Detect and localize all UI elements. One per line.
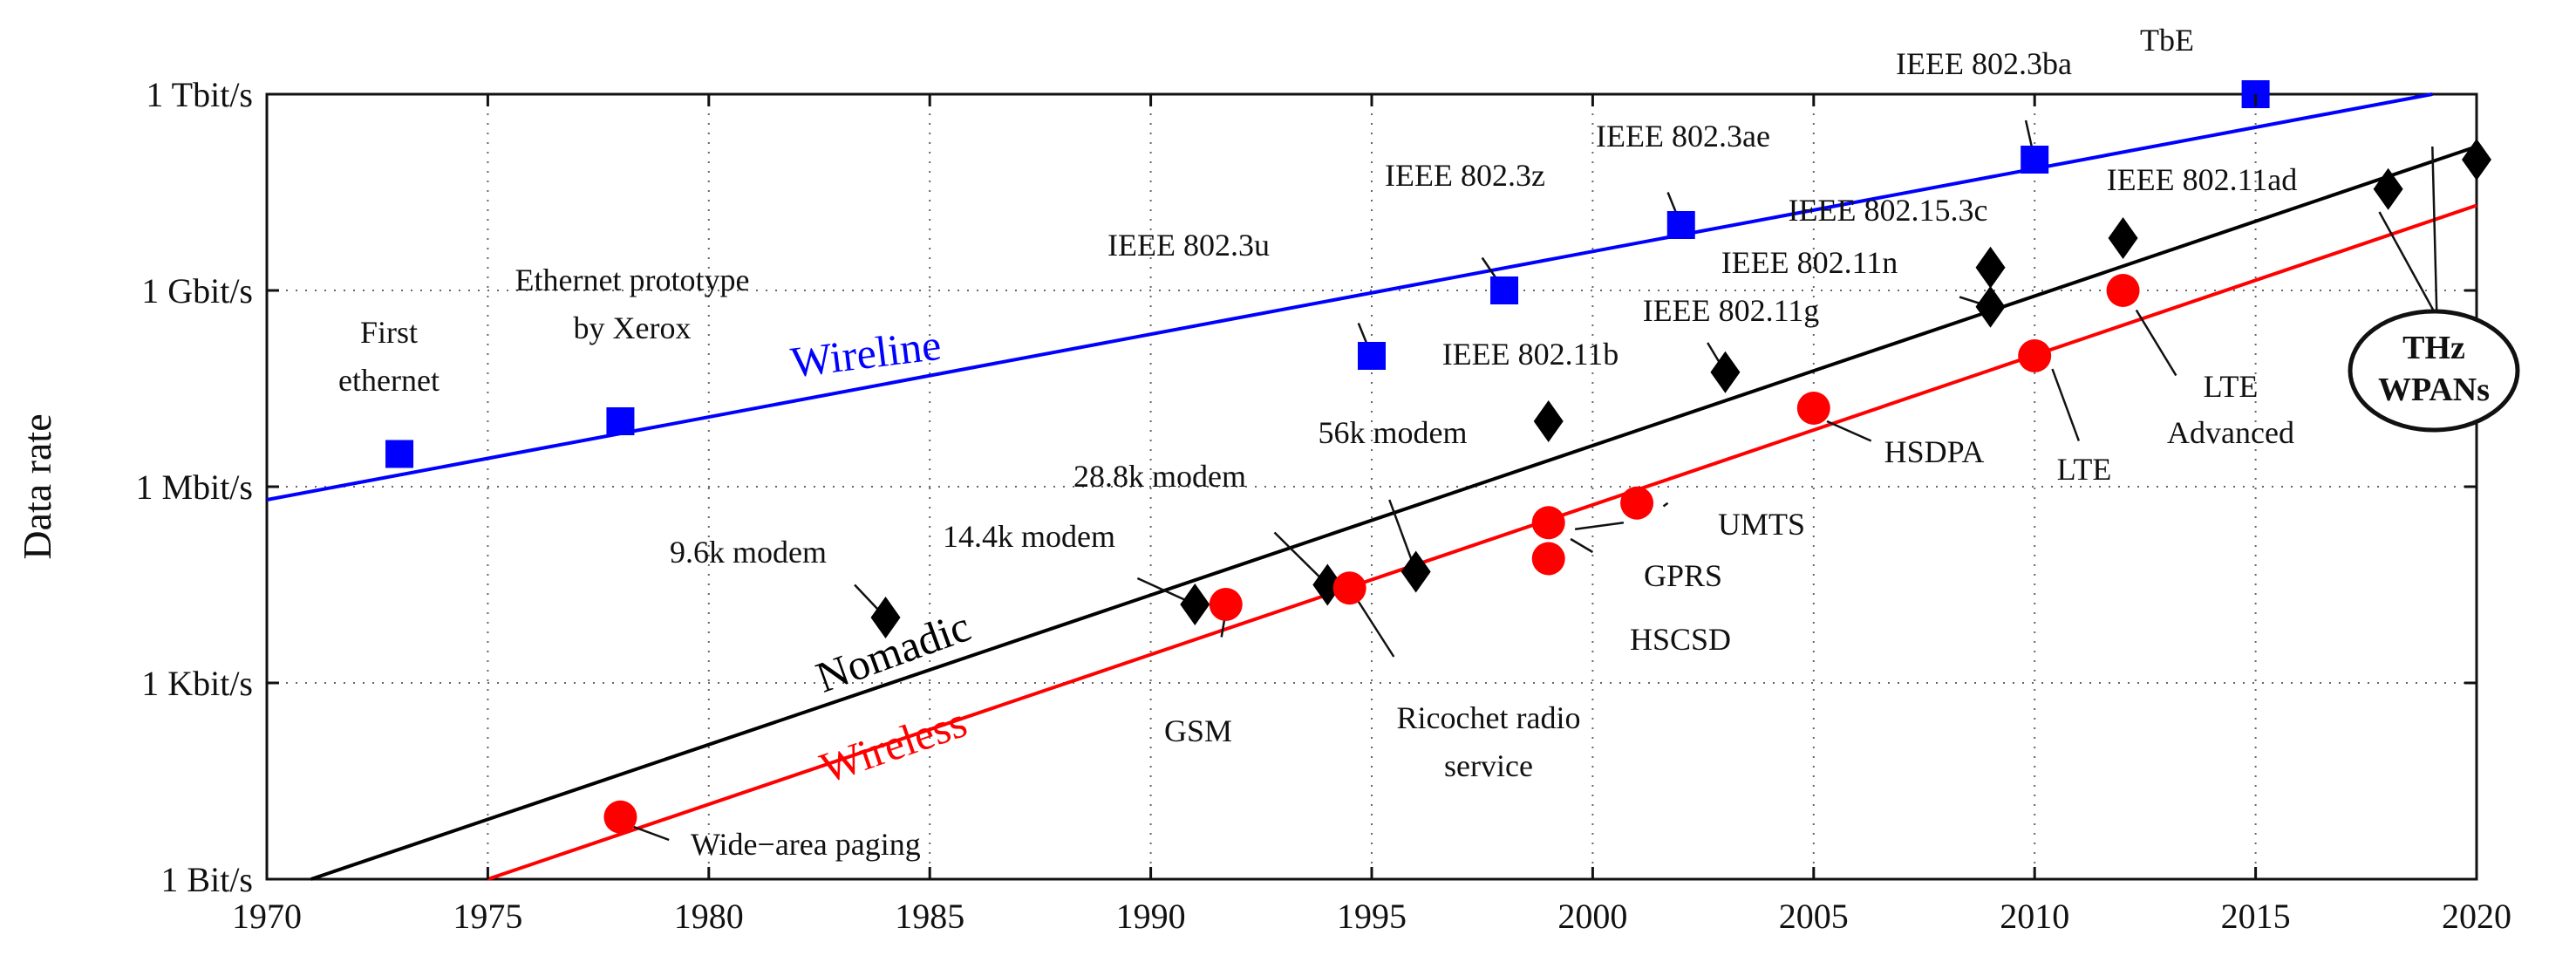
leader-line (2051, 368, 2081, 441)
leader-line (1353, 594, 1395, 658)
x-tick-label: 2020 (2442, 897, 2511, 936)
leader-line (2378, 211, 2438, 317)
annotation-first-ethernet-line2: ethernet (338, 363, 440, 398)
wireless-marker (1620, 486, 1654, 520)
leader-line (1662, 502, 1669, 508)
y-tick-label: 1 Bit/s (160, 860, 253, 899)
y-tick-label: 1 Tbit/s (146, 75, 253, 114)
annotation-ieee-802-3ba: IEEE 802.3ba (1896, 46, 2072, 81)
x-tick-label: 2005 (1779, 897, 1849, 936)
leader-line (2135, 309, 2177, 377)
annotation-9-6k-modem: 9.6k modem (670, 535, 827, 570)
wireline-marker (1358, 342, 1386, 370)
wireline-marker (606, 407, 635, 435)
x-tick-label: 2000 (1557, 897, 1627, 936)
wireless-marker (2106, 274, 2140, 307)
annotation-gsm: GSM (1164, 713, 1232, 748)
annotation-hscsd: HSCSD (1630, 622, 1731, 657)
y-tick-label: 1 Gbit/s (141, 271, 253, 310)
wireline-marker (385, 440, 414, 468)
annotation-thz-line2: WPANs (2378, 372, 2490, 408)
nomadic-marker (1400, 550, 1431, 593)
nomadic-marker (2108, 217, 2138, 259)
x-tick-label: 1985 (895, 897, 964, 936)
wireless-line-label: Wireless (814, 697, 973, 792)
annotation-14-4k-modem: 14.4k modem (943, 519, 1115, 554)
leader-line (633, 825, 670, 842)
nomadic-marker (2373, 167, 2403, 210)
wireless-marker (1531, 542, 1565, 576)
annotation-ethernet-prototype-line1: Ethernet prototype (515, 263, 750, 297)
y-tick-label: 1 Mbit/s (136, 467, 253, 507)
annotation-tbe: TbE (2140, 23, 2194, 58)
leader-line (1273, 531, 1329, 586)
annotation-first-ethernet-line1: First (360, 315, 418, 350)
leader-line (1826, 420, 1872, 442)
x-tick-label: 1980 (674, 897, 744, 936)
y-axis-label: Data rate (15, 413, 59, 559)
x-tick-label: 2010 (2000, 897, 2069, 936)
nomadic-marker (1975, 246, 2006, 289)
wireless-marker (1796, 392, 1830, 425)
annotation-28-8k-modem: 28.8k modem (1073, 459, 1246, 494)
annotation-thz-line1: THz (2402, 330, 2465, 366)
annotation-ieee-802-11n: IEEE 802.11n (1721, 245, 1898, 280)
annotation-lte: LTE (2057, 452, 2112, 487)
x-tick-label: 1990 (1116, 897, 1186, 936)
nomadic-marker (870, 597, 901, 638)
grid-lines (267, 94, 2477, 879)
annotation-ricochet-line2: service (1444, 748, 1533, 783)
nomadic-marker (1710, 351, 1741, 393)
annotation-wide-area-paging: Wide−area paging (691, 827, 921, 862)
axis-ticks: 1970 1975 1980 1985 1990 1995 2000 2005 2010 2015… (136, 75, 2511, 936)
wireless-marker (603, 800, 637, 834)
annotation-ieee-802-15-3c: IEEE 802.15.3c (1789, 193, 1988, 228)
annotation-umts: UMTS (1718, 507, 1805, 542)
annotation-ethernet-prototype-line2: by Xerox (574, 310, 692, 345)
annotation-gprs: GPRS (1644, 558, 1722, 593)
wireless-trend-line (487, 203, 2477, 881)
x-tick-label: 1995 (1337, 897, 1407, 936)
leader-line (1574, 522, 1625, 530)
thz-wpans-callout-ellipse (2348, 309, 2520, 433)
wireless-marker (1209, 588, 1243, 621)
nomadic-marker (1180, 583, 1210, 625)
annotation-hsdpa: HSDPA (1884, 434, 1985, 469)
annotation-ieee-802-11ad: IEEE 802.11ad (2107, 162, 2298, 197)
x-tick-label: 2015 (2221, 897, 2291, 936)
wireline-marker (1666, 211, 1695, 239)
nomadic-marker (1975, 285, 2006, 328)
x-tick-label: 1975 (453, 897, 522, 936)
wireless-marker (1332, 571, 1366, 605)
wireline-marker (1490, 276, 1519, 304)
x-tick-label: 1970 (232, 897, 302, 936)
annotation-ieee-802-11b: IEEE 802.11b (1442, 337, 1619, 372)
nomadic-marker (2462, 139, 2491, 181)
leader-line (2431, 146, 2438, 317)
annotation-ieee-802-3ae: IEEE 802.3ae (1596, 119, 1770, 154)
annotation-lte-advanced-line2: Advanced (2167, 415, 2294, 450)
annotation-ieee-802-3u: IEEE 802.3u (1107, 228, 1270, 263)
annotation-56k-modem: 56k modem (1319, 415, 1468, 450)
wireless-marker (1531, 506, 1565, 540)
annotation-lte-advanced-line1: LTE (2204, 369, 2259, 404)
annotation-ricochet-line1: Ricochet radio (1397, 700, 1581, 735)
nomadic-marker (1533, 400, 1564, 442)
data-markers (385, 80, 2491, 834)
annotation-ieee-802-11g: IEEE 802.11g (1643, 293, 1820, 328)
y-tick-label: 1 Kbit/s (141, 664, 253, 703)
annotation-ieee-802-3z: IEEE 802.3z (1385, 158, 1545, 193)
wireless-marker (2018, 339, 2052, 372)
wireline-marker (2021, 146, 2049, 174)
leader-line (1570, 537, 1594, 554)
